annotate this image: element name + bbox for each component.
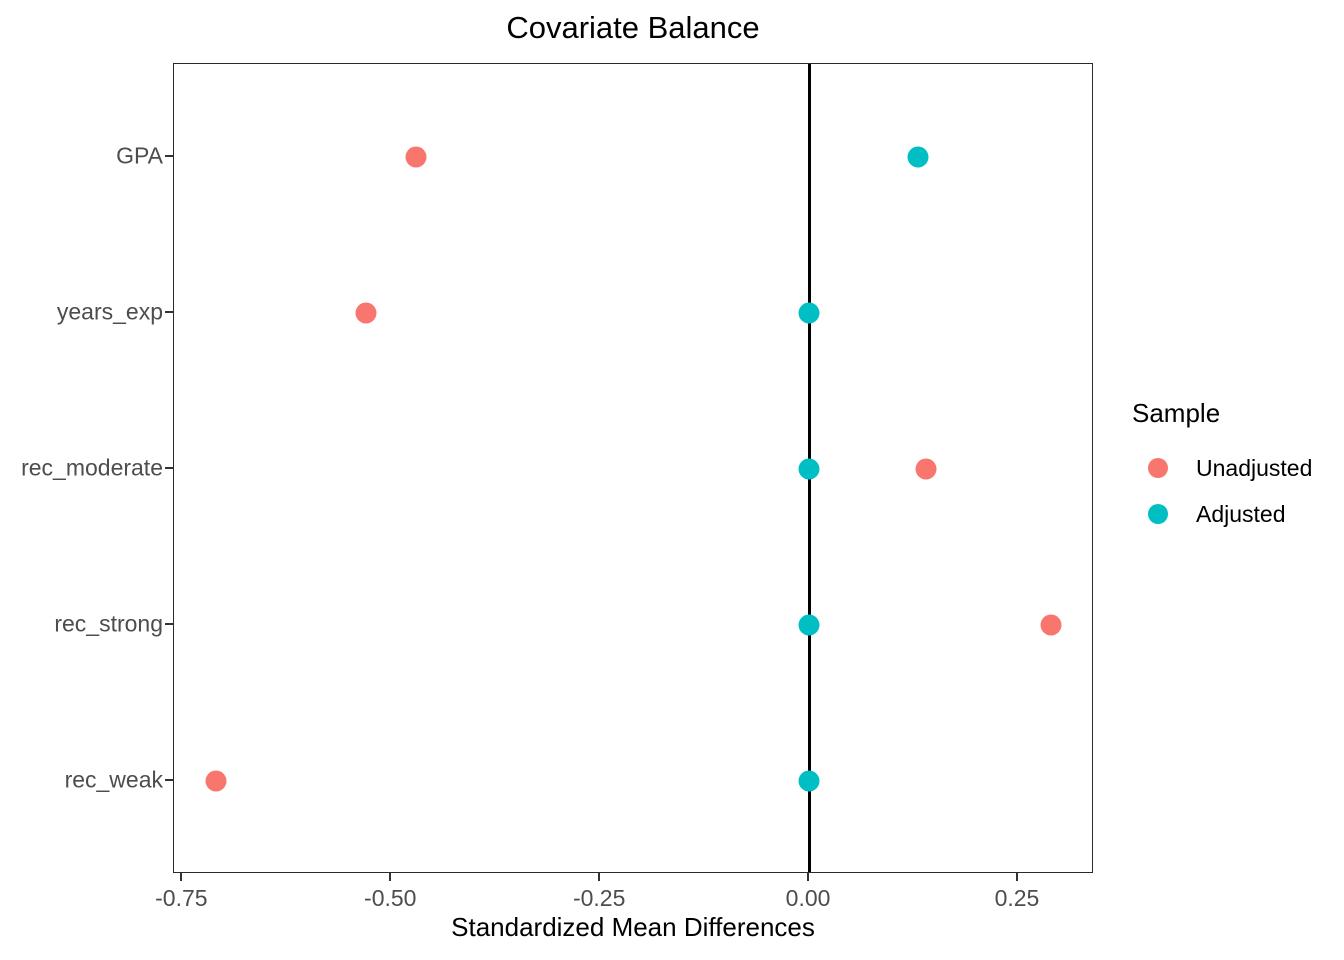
legend-item-label: Unadjusted [1196,454,1313,481]
data-point-adjusted [798,458,820,480]
y-axis-tick [165,311,173,314]
data-point-adjusted [907,146,929,168]
y-axis-category-label: rec_strong [54,610,163,637]
data-point-unadjusted [205,770,227,792]
legend-dot-adjusted [1148,504,1168,524]
y-axis-tick [165,622,173,625]
y-axis-tick [165,778,173,781]
x-axis-tick-label: 0.00 [785,885,831,911]
y-axis-category-label: rec_weak [64,766,163,793]
x-axis-tick-label: 0.25 [994,885,1040,911]
x-axis-tick [1015,873,1018,881]
data-point-unadjusted [915,458,937,480]
y-axis-category-label: GPA [116,142,163,169]
y-axis-category-label: rec_moderate [21,454,163,481]
data-point-unadjusted [355,302,377,324]
legend-item-adjusted: Adjusted [1132,491,1312,537]
y-axis-category-label: years_exp [56,298,163,325]
data-point-adjusted [798,770,820,792]
data-point-adjusted [798,302,820,324]
x-axis-tick-label: -0.75 [155,885,208,911]
data-point-unadjusted [1040,614,1062,636]
plot-panel [173,63,1093,873]
legend-item-unadjusted: Unadjusted [1132,445,1312,491]
x-axis-tick [389,873,392,881]
legend-item-label: Adjusted [1196,500,1286,527]
x-axis-tick [807,873,810,881]
chart-title: Covariate Balance [506,10,760,45]
x-axis-title: Standardized Mean Differences [451,912,815,942]
data-point-adjusted [798,614,820,636]
y-axis-tick [165,155,173,158]
legend-title: Sample [1132,398,1221,428]
x-axis-tick [598,873,601,881]
data-point-unadjusted [405,146,427,168]
x-axis-tick-label: -0.50 [364,885,417,911]
y-axis-tick [165,467,173,469]
legend-items: Unadjusted Adjusted [1132,445,1312,537]
x-axis-tick [180,873,183,881]
x-axis-tick-label: -0.25 [572,885,626,911]
legend-dot-unadjusted [1148,458,1168,478]
legend: Sample Unadjusted Adjusted [1132,398,1312,537]
